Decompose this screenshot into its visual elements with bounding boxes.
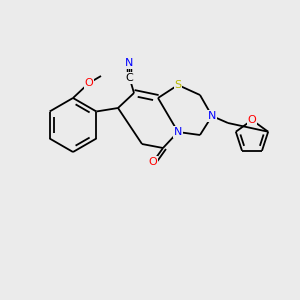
Text: O: O [148,157,158,167]
Text: S: S [174,80,182,90]
Text: N: N [208,111,216,121]
Text: N: N [174,127,182,137]
Text: O: O [248,115,256,125]
Text: N: N [125,58,133,68]
Text: O: O [85,78,93,88]
Text: C: C [125,73,133,83]
